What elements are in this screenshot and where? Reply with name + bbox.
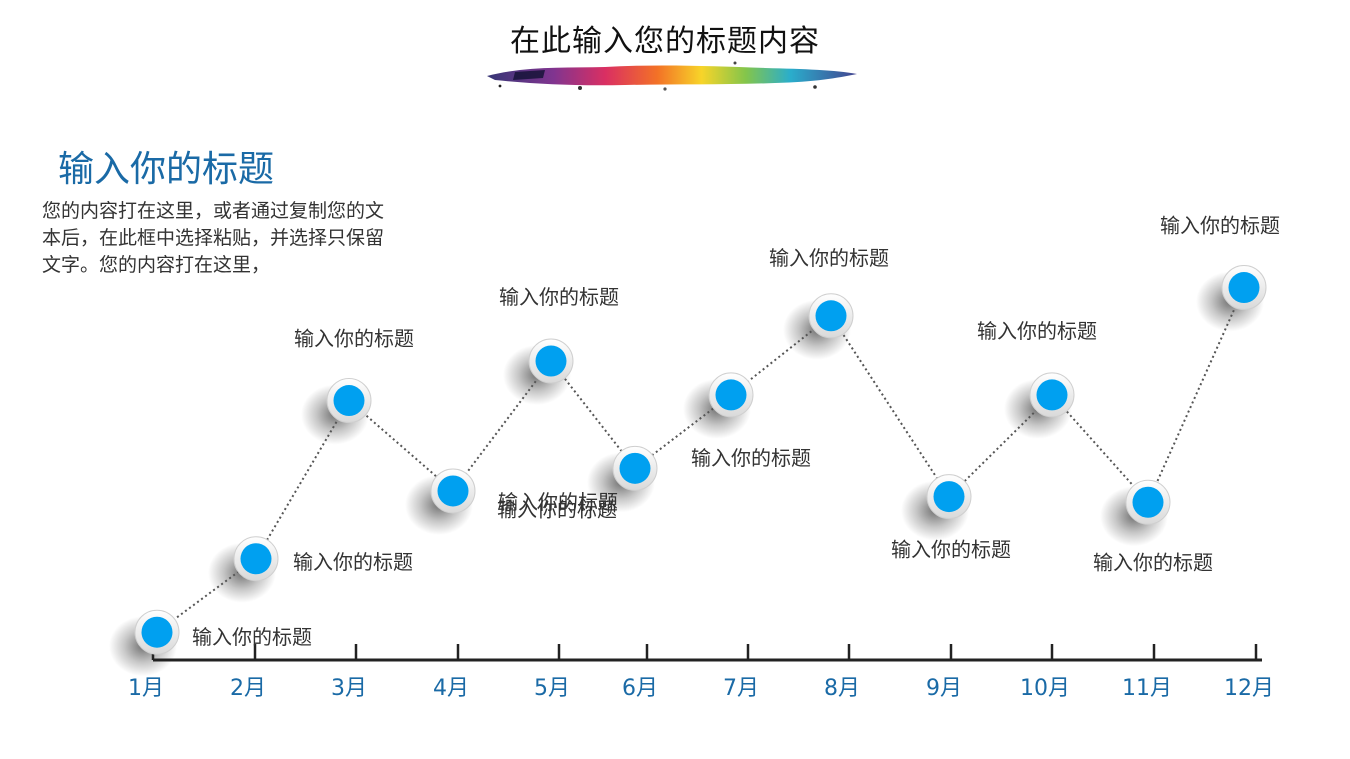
- data-point-marker: [1221, 265, 1267, 311]
- section-body-text: 您的内容打在这里，或者通过复制您的文本后，在此框中选择粘贴，并选择只保留文字。您…: [42, 200, 385, 276]
- paint-brush-stroke-decoration: [487, 61, 857, 91]
- slide-title: 在此输入您的标题内容: [510, 24, 820, 59]
- point-label: 输入你的标题: [977, 319, 1097, 343]
- x-tick-label: 7月: [723, 676, 759, 701]
- x-tick-label: 10月: [1020, 676, 1070, 701]
- data-point-marker: [612, 445, 658, 491]
- x-tick-label: 3月: [331, 676, 367, 701]
- point-label: 输入你的标题: [769, 246, 889, 270]
- data-point-marker: [528, 338, 574, 384]
- x-tick-label: 2月: [230, 676, 266, 701]
- point-label: 输入你的标题: [497, 497, 617, 521]
- x-tick-label: 4月: [433, 676, 469, 701]
- point-label: 输入你的标题: [192, 625, 312, 649]
- x-tick-label: 6月: [622, 676, 658, 701]
- point-label: 输入你的标题: [498, 490, 618, 514]
- data-point-marker: [430, 468, 476, 514]
- data-point-marker: [926, 474, 972, 520]
- data-point-marker: [1029, 372, 1075, 418]
- point-labels: 输入你的标题输入你的标题输入你的标题输入你的标题输入你的标题输入你的标题输入你的…: [192, 214, 1280, 650]
- x-axis: 1月 2月 3月 4月 5月 6月 7月 8月 9月 10月 11月 12月: [128, 644, 1274, 701]
- point-label: 输入你的标题: [293, 550, 413, 574]
- point-label: 输入你的标题: [891, 538, 1011, 562]
- data-point-marker: [808, 293, 854, 339]
- point-label: 输入你的标题: [499, 285, 619, 309]
- section-heading: 输入你的标题: [58, 149, 275, 190]
- point-label: 输入你的标题: [1093, 550, 1213, 574]
- x-tick-label: 12月: [1224, 676, 1274, 701]
- x-tick-label: 8月: [824, 676, 860, 701]
- point-label: 输入你的标题: [1160, 214, 1280, 238]
- data-point-marker: [1125, 479, 1171, 525]
- data-point-marker: [708, 372, 754, 418]
- data-point-marker: [134, 609, 180, 655]
- point-label: 输入你的标题: [294, 327, 414, 351]
- x-tick-label: 9月: [926, 676, 962, 701]
- x-tick-label: 5月: [534, 676, 570, 701]
- data-point-marker: [326, 378, 372, 424]
- data-points: [134, 265, 1267, 655]
- x-tick-label: 11月: [1122, 676, 1172, 701]
- x-tick-label: 1月: [128, 676, 164, 701]
- point-label: 输入你的标题: [691, 446, 811, 470]
- series-line: [156, 287, 1245, 634]
- data-point-marker: [233, 536, 279, 582]
